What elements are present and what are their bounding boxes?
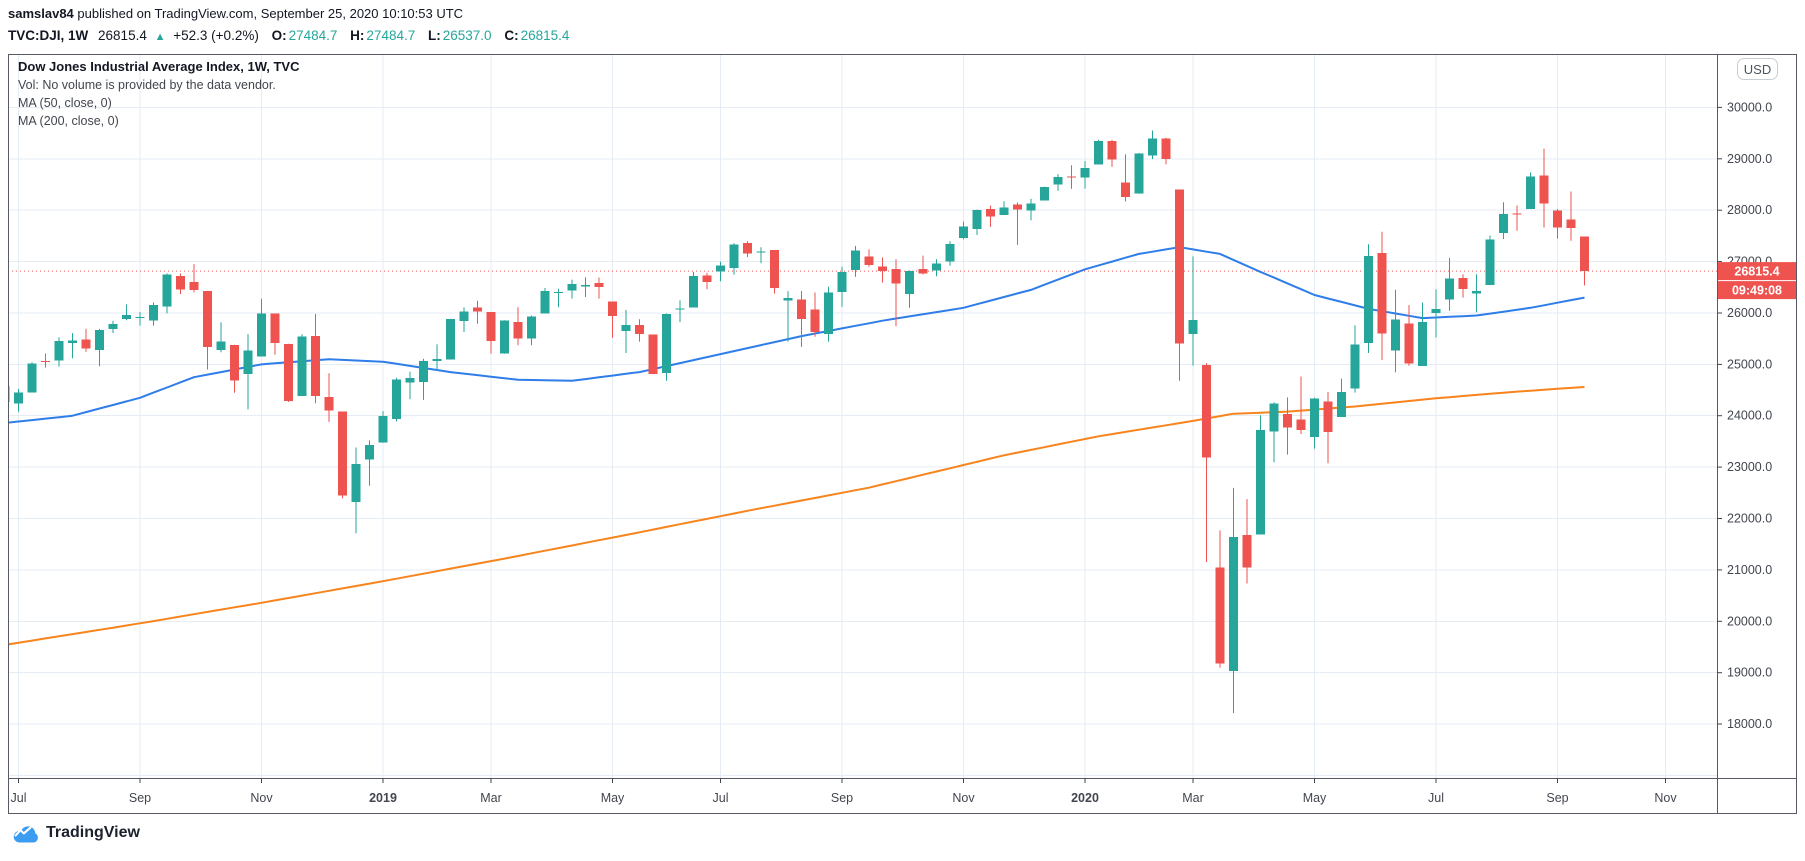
close-value: 26815.4 xyxy=(520,28,570,43)
svg-text:29000.0: 29000.0 xyxy=(1727,152,1772,166)
svg-text:Sep: Sep xyxy=(1546,791,1568,805)
svg-text:Mar: Mar xyxy=(1182,791,1204,805)
candles-layer xyxy=(8,130,1589,714)
time-axis[interactable]: Jul Sep Nov 2019 Mar May Jul Sep Nov 2020 Mar May Ju… xyxy=(11,778,1678,805)
close-label: C: xyxy=(504,28,519,43)
svg-text:18000.0: 18000.0 xyxy=(1727,717,1772,731)
ma50-line xyxy=(8,246,1585,424)
svg-text:Nov: Nov xyxy=(952,791,975,805)
price-axis[interactable]: 18000.0 19000.0 20000.0 21000.0 22000.0 23000… xyxy=(1717,100,1772,731)
open-value: 27484.7 xyxy=(288,28,338,43)
author-name: samslav84 xyxy=(8,6,74,21)
low-label: L: xyxy=(428,28,441,43)
publish-line: samslav84 published on TradingView.com, … xyxy=(8,6,569,21)
svg-text:Nov: Nov xyxy=(1654,791,1677,805)
svg-text:May: May xyxy=(1303,791,1327,805)
svg-text:28000.0: 28000.0 xyxy=(1727,203,1772,217)
last-price-value: 26815.4 xyxy=(98,28,147,43)
svg-text:21000.0: 21000.0 xyxy=(1727,563,1772,577)
currency-badge[interactable]: USD xyxy=(1737,58,1778,80)
countdown-label: 09:49:08 xyxy=(1718,281,1796,300)
chart-widget: 18000.0 19000.0 20000.0 21000.0 22000.0 23000… xyxy=(8,54,1797,814)
page-header: samslav84 published on TradingView.com, … xyxy=(8,6,569,43)
svg-text:Sep: Sep xyxy=(831,791,853,805)
svg-text:26815.4: 26815.4 xyxy=(1734,265,1779,279)
open-label: O: xyxy=(271,28,287,43)
svg-text:Sep: Sep xyxy=(129,791,151,805)
svg-text:19000.0: 19000.0 xyxy=(1727,666,1772,680)
ma200-line xyxy=(8,386,1585,646)
tradingview-logo[interactable]: TradingView xyxy=(10,822,140,844)
svg-text:26000.0: 26000.0 xyxy=(1727,306,1772,320)
price-change: +52.3 (+0.2%) xyxy=(173,28,259,43)
tradingview-wordmark: TradingView xyxy=(46,824,140,841)
svg-text:30000.0: 30000.0 xyxy=(1727,100,1772,114)
low-value: 26537.0 xyxy=(442,28,492,43)
chart-frame xyxy=(8,54,1797,814)
svg-text:24000.0: 24000.0 xyxy=(1727,409,1772,423)
svg-text:Mar: Mar xyxy=(480,791,502,805)
svg-text:Jul: Jul xyxy=(1428,791,1444,805)
high-value: 27484.7 xyxy=(366,28,416,43)
svg-text:09:49:08: 09:49:08 xyxy=(1732,284,1782,298)
svg-text:25000.0: 25000.0 xyxy=(1727,357,1772,371)
svg-text:23000.0: 23000.0 xyxy=(1727,460,1772,474)
up-triangle-icon: ▲ xyxy=(154,31,166,43)
symbol-line: TVC:DJI, 1W 26815.4 ▲ +52.3 (+0.2%) O: 27… xyxy=(8,28,569,43)
svg-text:May: May xyxy=(601,791,625,805)
tradingview-cloud-icon xyxy=(13,826,38,843)
chart-canvas[interactable]: 18000.0 19000.0 20000.0 21000.0 22000.0 23000… xyxy=(8,54,1797,814)
svg-text:Jul: Jul xyxy=(713,791,729,805)
svg-text:Nov: Nov xyxy=(250,791,273,805)
svg-text:2020: 2020 xyxy=(1071,791,1099,805)
svg-text:20000.0: 20000.0 xyxy=(1727,614,1772,628)
svg-text:22000.0: 22000.0 xyxy=(1727,512,1772,526)
symbol-ticker: TVC:DJI, 1W xyxy=(8,28,89,43)
last-price-label: 26815.4 xyxy=(1718,262,1796,281)
svg-text:2019: 2019 xyxy=(369,791,397,805)
high-label: H: xyxy=(350,28,365,43)
svg-text:Jul: Jul xyxy=(11,791,27,805)
grid-layer xyxy=(8,54,1717,778)
publish-info: published on TradingView.com, September … xyxy=(73,6,464,21)
